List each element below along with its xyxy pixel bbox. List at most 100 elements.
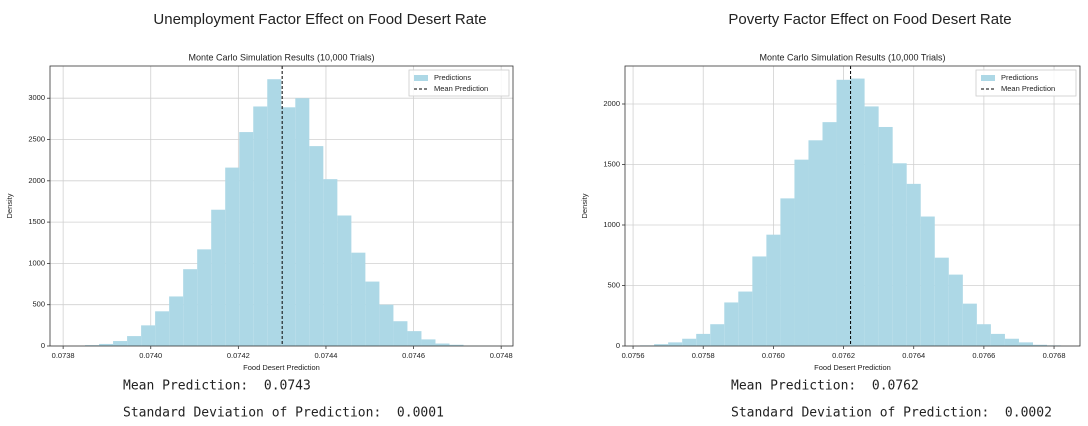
y-tick-label: 500 (607, 280, 620, 289)
histogram-bar (99, 343, 114, 346)
y-tick-label: 2000 (603, 99, 620, 108)
legend-label: Predictions (434, 73, 471, 82)
y-tick-label: 1500 (28, 217, 45, 226)
histogram-bar (295, 98, 310, 346)
histogram-bar (169, 296, 184, 346)
y-tick-label: 0 (41, 341, 45, 350)
x-tick-label: 0.0764 (902, 351, 925, 360)
histogram-bar (948, 274, 963, 346)
histogram-bar (155, 311, 170, 346)
histogram-bar (892, 163, 907, 346)
stat-line: Mean Prediction: 0.0762 (731, 379, 919, 394)
histogram-bar (822, 122, 837, 346)
y-axis-label: Density (580, 193, 589, 218)
histogram-bar (990, 333, 1005, 346)
histogram-bar (906, 183, 921, 346)
histogram-bar (864, 106, 879, 347)
y-tick-label: 500 (32, 300, 45, 309)
x-tick-label: 0.0756 (622, 351, 645, 360)
histogram-bar (225, 167, 240, 346)
histogram-bar (393, 321, 408, 346)
histogram-bar (934, 257, 949, 346)
y-tick-label: 2000 (28, 176, 45, 185)
y-tick-label: 2500 (28, 134, 45, 143)
histogram-bar (253, 106, 268, 346)
histogram-bar (197, 249, 212, 346)
x-tick-label: 0.0738 (52, 351, 75, 360)
legend-swatch (414, 75, 428, 81)
histogram-bar (850, 78, 865, 347)
histogram-bar (1018, 342, 1033, 346)
histogram-bar (435, 343, 450, 346)
histogram-bar (878, 126, 893, 346)
legend-label: Predictions (1001, 73, 1038, 82)
histogram-bar (351, 252, 366, 346)
legend-label: Mean Prediction (1001, 84, 1055, 93)
histogram-bar (337, 215, 352, 346)
histogram-bar (738, 291, 753, 346)
histogram-bar (766, 234, 781, 346)
histogram-bar (141, 325, 156, 346)
histogram-bar (239, 132, 254, 346)
x-axis-label: Food Desert Prediction (243, 363, 320, 372)
plot-frame (624, 65, 1081, 347)
histogram-bar (281, 107, 296, 346)
histogram-bar (724, 302, 739, 346)
x-tick-label: 0.0748 (490, 351, 513, 360)
histogram-bar (309, 146, 324, 346)
y-tick-label: 1000 (28, 258, 45, 267)
histogram-bar (808, 140, 823, 346)
x-tick-label: 0.0746 (402, 351, 425, 360)
chart-title: Monte Carlo Simulation Results (10,000 T… (188, 52, 374, 62)
legend-label: Mean Prediction (434, 84, 488, 93)
histogram-bar (780, 198, 795, 346)
x-tick-label: 0.0758 (692, 351, 715, 360)
histogram-bar (682, 338, 697, 346)
histogram-bar (1032, 344, 1048, 346)
histogram-bar (127, 336, 142, 346)
stat-line: Standard Deviation of Prediction: 0.0001 (123, 406, 444, 421)
x-tick-label: 0.0740 (139, 351, 162, 360)
plot-frame (49, 65, 514, 347)
stat-line: Standard Deviation of Prediction: 0.0002 (731, 406, 1052, 421)
histogram-bar (323, 179, 338, 346)
x-tick-label: 0.0766 (972, 351, 995, 360)
y-axis-label: Density (5, 193, 14, 218)
histogram-bar (85, 345, 100, 346)
histogram-bar (113, 341, 128, 346)
x-tick-label: 0.0744 (314, 351, 337, 360)
x-tick-label: 0.0742 (227, 351, 250, 360)
chart-heading: Unemployment Factor Effect on Food Deser… (153, 11, 486, 28)
chart-heading: Poverty Factor Effect on Food Desert Rat… (728, 11, 1011, 28)
histogram-bar (654, 344, 669, 346)
histogram-bar (794, 159, 809, 346)
histogram-bar (421, 339, 436, 346)
x-tick-label: 0.0760 (762, 351, 785, 360)
x-tick-label: 0.0768 (1043, 351, 1066, 360)
x-tick-label: 0.0762 (832, 351, 855, 360)
histogram-bar (1004, 338, 1019, 346)
histogram-bar (752, 256, 767, 346)
histogram-bar (920, 216, 935, 346)
histogram-bar (183, 269, 198, 346)
histogram-bar (976, 324, 991, 346)
histogram-bar (836, 79, 851, 346)
histogram-bar (668, 342, 683, 346)
histogram-bar (696, 333, 711, 346)
legend-box (975, 69, 1077, 97)
y-tick-label: 1000 (603, 220, 620, 229)
legend-swatch (981, 75, 995, 81)
histogram-bar (962, 303, 977, 346)
histogram-bar (449, 344, 464, 346)
histogram-bar (407, 331, 422, 346)
chart-title: Monte Carlo Simulation Results (10,000 T… (759, 52, 945, 62)
y-tick-label: 3000 (28, 93, 45, 102)
y-tick-label: 0 (616, 341, 620, 350)
histogram-bar (211, 209, 226, 346)
x-axis-label: Food Desert Prediction (814, 363, 891, 372)
y-tick-label: 1500 (603, 159, 620, 168)
histogram-bar (710, 324, 725, 346)
histogram-bar (267, 79, 282, 347)
histogram-bar (365, 281, 380, 346)
legend-box (408, 69, 510, 97)
